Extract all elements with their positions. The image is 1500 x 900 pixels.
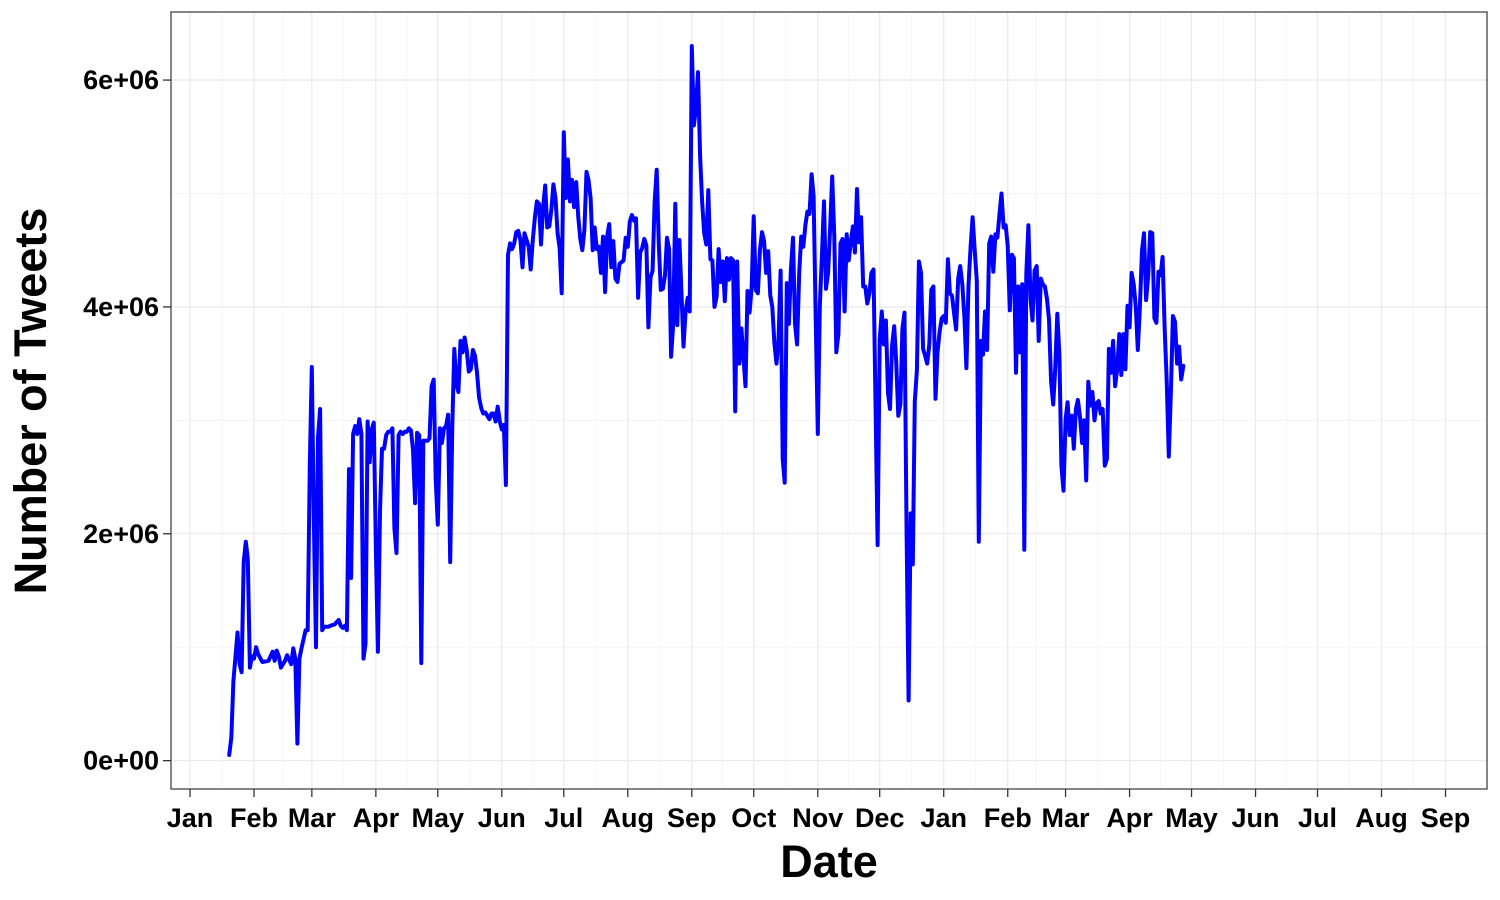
x-tick-label: Feb [984, 803, 1032, 833]
series-layer [227, 44, 1186, 757]
x-tick-label: Jan [167, 803, 214, 833]
x-tick-label: May [412, 803, 465, 833]
plot-panel-border [170, 11, 1488, 790]
x-tick-label: Jul [544, 803, 583, 833]
x-tick-label: Jan [920, 803, 967, 833]
x-tick-label: Apr [1106, 803, 1153, 833]
minor-grid [171, 12, 1487, 789]
y-tick-label: 2e+06 [83, 519, 159, 549]
x-tick-label: Jul [1298, 803, 1337, 833]
x-tick-label: May [1165, 803, 1218, 833]
x-axis-title: Date [780, 836, 878, 887]
y-axis: 0e+00 2e+06 4e+06 6e+06 [83, 65, 171, 776]
series-line [227, 44, 1186, 757]
x-axis: Jan Feb Mar Apr May Jun Jul Aug Sep Oct Nov Dec Jan F… [167, 789, 1471, 833]
x-tick-label: Sep [1421, 803, 1471, 833]
y-tick-label: 6e+06 [83, 65, 159, 95]
x-tick-label: Mar [288, 803, 337, 833]
y-tick-label: 4e+06 [83, 292, 159, 322]
y-tick-label: 0e+00 [83, 746, 159, 776]
x-tick-label: Sep [667, 803, 717, 833]
x-tick-label: Apr [353, 803, 400, 833]
x-tick-label: Oct [731, 803, 776, 833]
x-tick-label: Feb [230, 803, 278, 833]
x-tick-label: Mar [1042, 803, 1091, 833]
x-tick-label: Dec [855, 803, 905, 833]
major-grid [171, 12, 1487, 789]
x-tick-label: Jun [1232, 803, 1280, 833]
x-tick-label: Nov [792, 803, 843, 833]
y-axis-title: Number of Tweets [5, 208, 56, 595]
x-tick-label: Jun [478, 803, 526, 833]
x-tick-label: Aug [1355, 803, 1407, 833]
x-tick-label: Aug [602, 803, 654, 833]
